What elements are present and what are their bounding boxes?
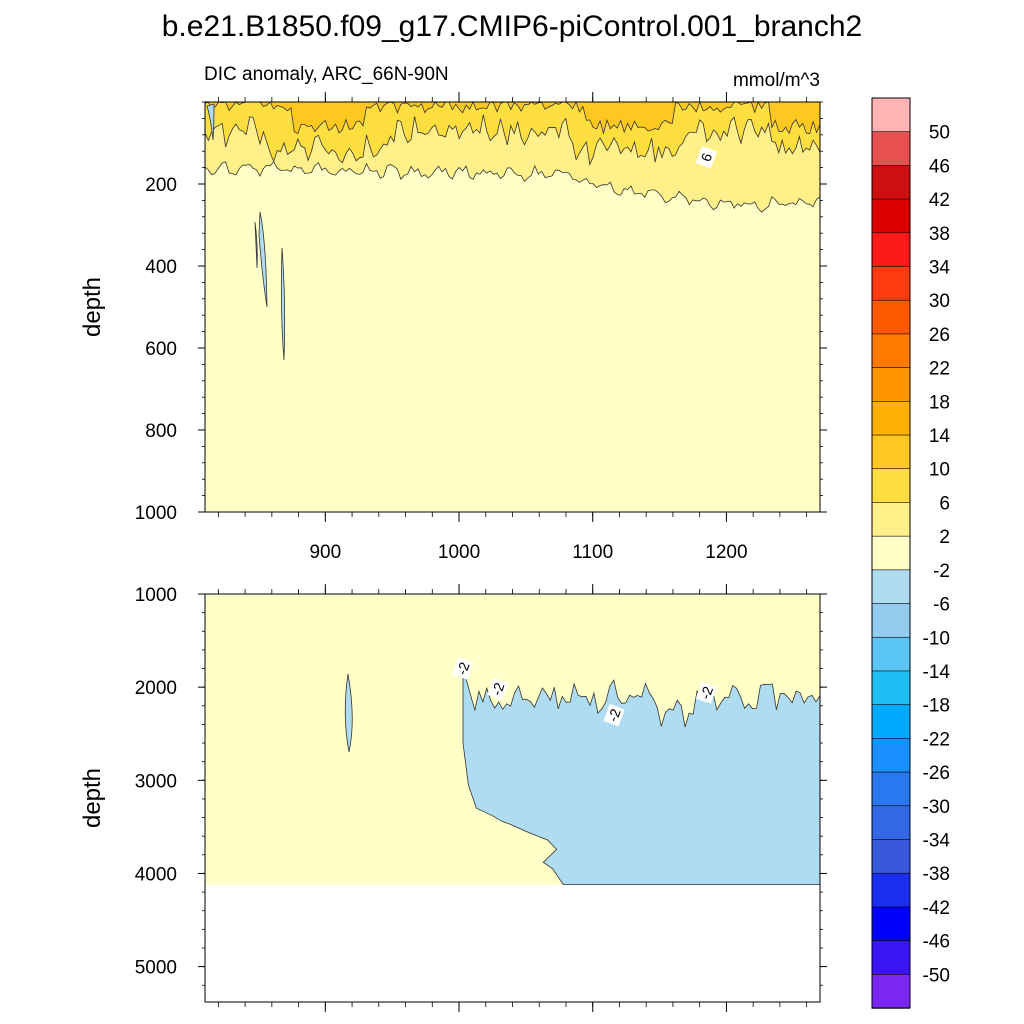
y-tick-label: 400 [145,257,177,278]
colorbar-label: -22 [923,729,950,750]
colorbar-label: -6 [933,595,950,616]
colorbar-segment [871,636,911,672]
variable-label: DIC anomaly, ARC_66N-90N [204,64,449,85]
upper-negative-patch-2 [258,211,268,308]
contour-label: -2 [603,703,625,727]
colorbar-segment [871,535,911,571]
colorbar-segment [871,872,911,908]
contour-label: -2 [695,681,717,704]
contour-label-text: -2 [604,706,623,723]
contour-label-box [695,146,717,169]
contour-label-box [452,657,474,680]
y-tick-label: 2000 [135,678,177,699]
colorbar-segment [871,468,911,504]
upper-negative-patch-1 [254,221,258,269]
y-axis-title: depth [79,768,106,828]
y-axis-title: depth [79,277,106,337]
contour-label-text: -2 [488,680,507,697]
contour-label-box [695,681,717,704]
colorbar-label: -46 [923,932,950,953]
colorbar-label: -2 [933,561,950,582]
y-tick-label: 1000 [135,503,177,524]
contour-label-box [487,677,509,701]
y-tick-label: 5000 [135,958,177,979]
colorbar-label: 42 [929,190,950,211]
colorbar-segment [871,165,911,200]
x-tick-label: 1200 [705,542,747,563]
colorbar-segment [871,973,911,1009]
upper-negative-patch-surface [206,103,215,141]
colorbar-segment [871,771,911,807]
colorbar-segment [871,97,911,133]
contour-label-box [603,703,625,727]
lower-panel: -2 -2 -2 -2 depth 1000 2000 3000 4000 5000 [79,584,827,1012]
colorbar-label: 6 [939,493,950,514]
y-tick-label: 800 [145,421,177,442]
x-tick-label: 1100 [572,542,613,563]
colorbar-segment [871,299,911,335]
colorbar-segment [871,434,911,470]
colorbar-segment [871,940,911,975]
colorbar-label: 18 [929,392,950,413]
upper-negative-patch-3 [280,247,286,361]
contour-label: 6 [695,146,717,169]
colorbar-segment [871,805,911,841]
colorbar-segment [871,569,911,605]
colorbar-label: 26 [929,325,950,346]
contour-label: -2 [487,677,509,701]
colorbar-segment [871,131,911,167]
colorbar-label: 10 [929,460,950,481]
upper-contour-10 [204,100,821,135]
colorbar-label: -26 [923,763,950,784]
colorbar-segment [871,603,911,638]
colorbar: 50 46 42 38 34 30 26 22 18 14 10 6 2 -2 -6 -10 -14 -18 -22… [871,97,951,1009]
units-label: mmol/m^3 [733,70,820,91]
contour-label-text: -2 [697,684,716,701]
figure-title: b.e21.B1850.f09_g17.CMIP6-piControl.001_… [162,10,863,43]
colorbar-segment [871,839,911,874]
colorbar-label: 14 [929,426,951,447]
y-tick-label: 600 [145,339,177,360]
y-tick-label: 3000 [135,771,177,792]
colorbar-segment [871,198,911,234]
colorbar-segment [871,502,911,537]
upper-panel: 6 depth 200 400 600 800 1000 900 1000 1100 1200 [79,92,827,563]
colorbar-segment [871,367,911,403]
colorbar-label: -30 [923,797,950,818]
colorbar-label: 38 [929,224,950,245]
colorbar-label: 50 [929,123,950,144]
colorbar-segment [871,704,911,740]
x-tick-label: 900 [309,542,341,563]
colorbar-label: -38 [923,864,950,885]
colorbar-segment [871,232,911,268]
colorbar-segment [871,333,911,369]
contour-label: -2 [452,657,474,680]
colorbar-segment [871,670,911,706]
colorbar-label: 30 [929,291,950,312]
colorbar-label: -34 [923,831,951,852]
colorbar-segment [871,266,911,301]
colorbar-segment [871,401,911,436]
colorbar-frame [871,97,911,1009]
colorbar-label: 2 [939,527,950,548]
lower-negative-region [462,668,821,885]
y-tick-label: 1000 [135,585,177,606]
y-tick-label: 200 [145,175,177,196]
colorbar-label: -50 [923,965,950,986]
colorbar-label: -42 [923,898,950,919]
x-tick-label: 1000 [438,542,480,563]
lower-negative-patch [344,673,353,753]
colorbar-segment [871,738,911,773]
colorbar-label: 22 [929,359,950,380]
colorbar-label: 46 [929,156,950,177]
colorbar-label: -10 [923,628,950,649]
contour-label-text: -2 [453,660,472,677]
colorbar-label: -14 [923,662,951,683]
colorbar-segment [871,906,911,942]
y-tick-label: 4000 [135,864,177,885]
colorbar-label: -18 [923,696,950,717]
colorbar-label: 34 [929,258,951,279]
